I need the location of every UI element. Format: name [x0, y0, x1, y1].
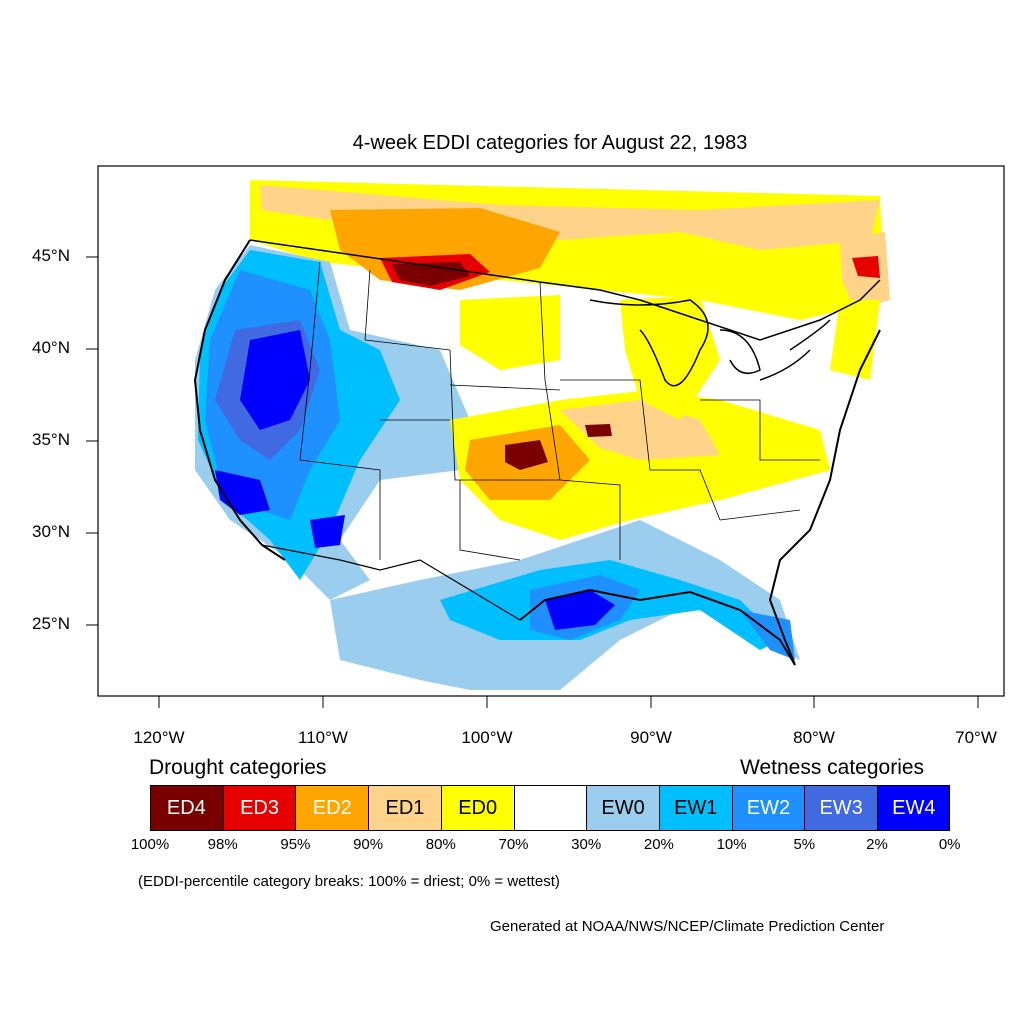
- canada-ed4-zone: [392, 262, 470, 286]
- legend-box-ew4: EW4: [877, 785, 950, 831]
- us-mexico-border: [261, 544, 521, 621]
- legend-box-ew1: EW1: [658, 785, 732, 831]
- lat-label-30: 30°N: [32, 522, 70, 541]
- legend-box-ed1: ED1: [368, 785, 441, 831]
- boundaries: [193, 239, 881, 666]
- legend-tick-label: 30%: [571, 836, 602, 853]
- lon-label-110w: 110°W: [298, 728, 348, 747]
- legend-tick-label: 80%: [425, 836, 456, 853]
- lon-label-100w: 100°W: [461, 728, 513, 747]
- gulf-coast: [519, 329, 881, 666]
- northeast-ed3-zone: [852, 256, 880, 278]
- legend-tick-label: 100%: [130, 836, 170, 853]
- legend-box-ew3: EW3: [804, 785, 877, 831]
- legend-tick-label: 5%: [793, 836, 816, 853]
- gulf-ew4-zone: [545, 590, 615, 630]
- legend-tick-label: 0%: [938, 836, 961, 853]
- legend-tick-label: 10%: [716, 836, 747, 853]
- legend-box-ew0: EW0: [586, 785, 659, 831]
- legend-box-ew2: EW2: [731, 785, 805, 831]
- lon-label-90w: 90°W: [630, 728, 672, 747]
- credit-line: Generated at NOAA/NWS/NCEP/Climate Predi…: [490, 918, 885, 935]
- legend-tick-label: 95%: [280, 836, 311, 853]
- lon-ticks: [158, 696, 979, 708]
- lat-label-45: 45°N: [32, 246, 70, 265]
- us-canada-border: [249, 239, 881, 341]
- map-layers: [195, 180, 890, 690]
- lon-label-70w: 70°W: [955, 728, 997, 747]
- lat-ticks: [86, 256, 98, 626]
- west-ew4-zone: [215, 330, 345, 548]
- legend-note: (EDDI-percentile category breaks: 100% =…: [138, 873, 560, 890]
- legend-tick-label: 2%: [866, 836, 888, 853]
- lat-label-40: 40°N: [32, 338, 70, 357]
- lon-label-120w: 120°W: [133, 728, 185, 747]
- legend-box-ed4: ED4: [150, 785, 223, 831]
- canada-ed1-band: [260, 185, 880, 250]
- legend-box-ed2: ED2: [295, 785, 369, 831]
- state-lines: [299, 261, 820, 561]
- legend-tick-label: 90%: [353, 836, 384, 853]
- map-frame: [97, 165, 1005, 697]
- legend-tick-label: 20%: [643, 836, 674, 853]
- pacific-coast: [193, 239, 286, 561]
- lat-label-35: 35°N: [32, 430, 70, 449]
- map-title: 4-week EDDI categories for August 22, 19…: [352, 132, 748, 154]
- lat-label-25: 25°N: [32, 614, 70, 633]
- dakota-ed0-zone: [460, 295, 880, 420]
- legend-tick-label: 70%: [498, 836, 529, 853]
- wetness-heading: Wetness categories: [740, 756, 925, 779]
- drought-heading: Drought categories: [149, 756, 327, 779]
- plains-ed4-zone: [505, 424, 612, 470]
- great-lakes: [589, 299, 831, 387]
- legend-box-ed3: ED3: [222, 785, 296, 831]
- lon-label-80w: 80°W: [793, 728, 835, 747]
- legend-tick-label: 98%: [207, 836, 238, 853]
- legend-box-ed0: ED0: [440, 785, 514, 831]
- legend-box-normal: [513, 785, 587, 831]
